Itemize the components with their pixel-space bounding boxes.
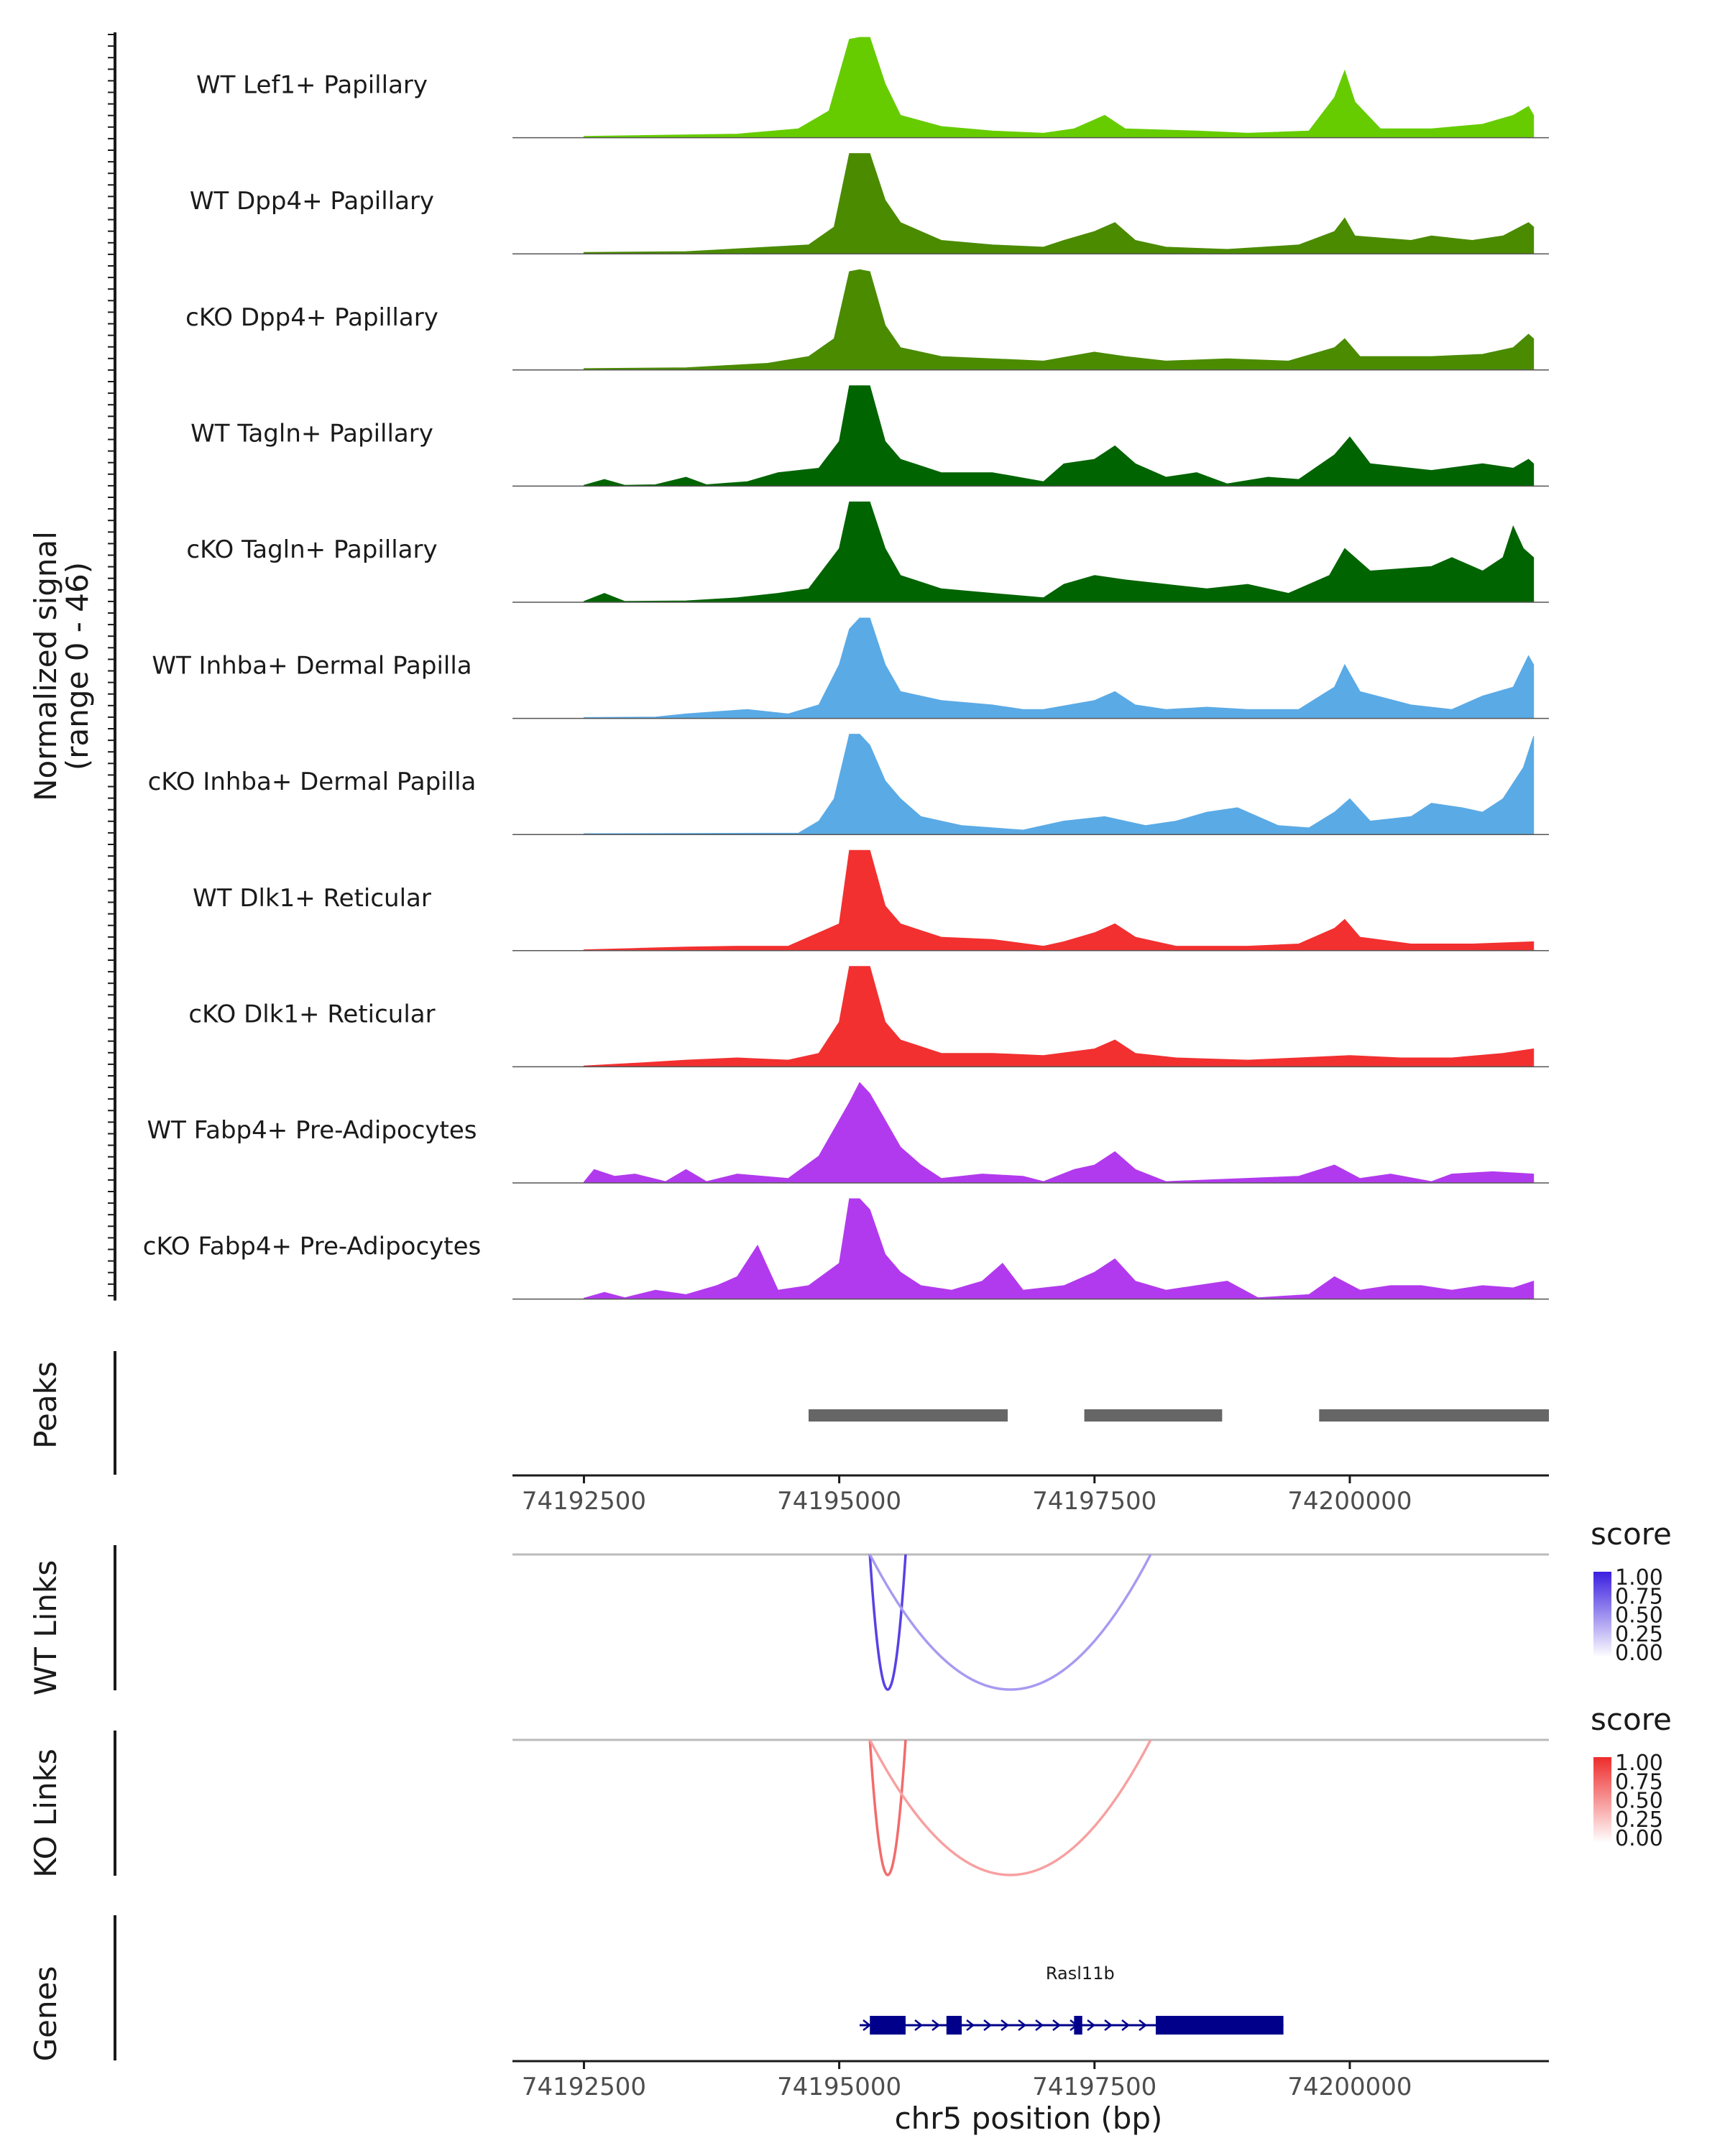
- peak-interval: [1319, 1409, 1549, 1422]
- ko-links-track-label: KO Links: [28, 1749, 63, 1878]
- peak-interval: [1084, 1409, 1223, 1422]
- gene-strand-chevron: [1087, 2019, 1096, 2031]
- x-axis-bottom-tick-label: 74200000: [1287, 2073, 1412, 2101]
- gene-strand-chevron: [1035, 2019, 1044, 2031]
- coverage-area: [583, 734, 1535, 835]
- x-axis-bottom-tick-label: 74197500: [1032, 2073, 1156, 2101]
- coverage-track-label: WT Fabp4+ Pre-Adipocytes: [147, 1116, 477, 1145]
- gene-strand-chevron: [1121, 2019, 1131, 2031]
- coverage-track-label: WT Inhba+ Dermal Papilla: [152, 652, 472, 681]
- legend-tick-label: 0.25: [1615, 1807, 1663, 1833]
- legend-tick-label: 0.25: [1615, 1622, 1663, 1647]
- coverage-track-label: cKO Inhba+ Dermal Papilla: [148, 768, 477, 796]
- score-legends: score1.000.750.500.250.00score1.000.750.…: [1591, 1516, 1672, 1851]
- gene-name-label: Rasl11b: [1046, 1963, 1115, 1984]
- legend-colorbar: [1593, 1757, 1611, 1843]
- legend-colorbar: [1593, 1572, 1611, 1657]
- x-axis-bottom-tick-label: 74195000: [777, 2073, 901, 2101]
- x-axis-top-tick-label: 74195000: [777, 1487, 901, 1516]
- link-arc: [868, 1739, 907, 1876]
- coverage-ylabel-line2: (range 0 - 46): [60, 562, 95, 770]
- gene-strand-chevron: [1138, 2019, 1148, 2031]
- x-axis-top: 74192500 74195000 74197500 74200000: [512, 1474, 1549, 1516]
- legend-tick-label: 0.50: [1615, 1789, 1663, 1814]
- legend-tick-label: 0.00: [1615, 1826, 1663, 1851]
- gene-strand-chevron: [932, 2019, 941, 2031]
- coverage-area: [583, 269, 1535, 371]
- coverage-track-label: cKO Dpp4+ Papillary: [185, 303, 438, 332]
- legend-tick-label: 0.75: [1615, 1769, 1663, 1795]
- x-axis-top-tick-label: 74197500: [1032, 1487, 1156, 1516]
- legend-tick-label: 0.50: [1615, 1603, 1663, 1628]
- coverage-track-label: WT Dlk1+ Reticular: [193, 884, 431, 913]
- gene-strand-chevron: [983, 2019, 993, 2031]
- coverage-track-label: cKO Tagln+ Papillary: [186, 535, 437, 564]
- genes-track-label: Genes: [28, 1966, 63, 2062]
- legend-tick-label: 0.75: [1615, 1584, 1663, 1609]
- gene-exon: [946, 2016, 962, 2035]
- gene-strand-chevron: [1104, 2019, 1113, 2031]
- coverage-area: [583, 1198, 1535, 1300]
- legend-tick-label: 1.00: [1615, 1565, 1663, 1590]
- genes-panel: Rasl11b: [114, 1915, 1284, 2060]
- x-axis-bottom: 74192500 74195000 74197500 74200000: [512, 2060, 1549, 2101]
- gene-strand-chevron: [862, 2019, 872, 2031]
- gene-strand-chevron: [914, 2019, 924, 2031]
- x-axis-top-tick-label: 74192500: [522, 1487, 646, 1516]
- x-axis-title: chr5 position (bp): [895, 2101, 1163, 2136]
- gene-strand-chevron: [966, 2019, 975, 2031]
- gene-exon: [870, 2016, 906, 2035]
- peaks-track-label: Peaks: [28, 1361, 63, 1449]
- coverage-track-label: WT Dpp4+ Papillary: [190, 187, 434, 216]
- gene-strand-chevron: [1018, 2019, 1027, 2031]
- coverage-area: [583, 37, 1535, 139]
- coverage-area: [583, 1082, 1535, 1184]
- link-arc: [868, 1739, 1152, 1876]
- x-axis-top-tick-label: 74200000: [1287, 1487, 1412, 1516]
- link-arc: [868, 1554, 1152, 1691]
- legend-title: score: [1591, 1516, 1672, 1552]
- coverage-track-label: cKO Dlk1+ Reticular: [188, 1000, 435, 1028]
- gene-exon: [1156, 2016, 1284, 2035]
- coverage-area: [583, 153, 1535, 254]
- coverage-ylabel-line1: Normalized signal: [28, 531, 63, 801]
- coverage-area: [583, 385, 1535, 487]
- coverage-track-label: WT Tagln+ Papillary: [190, 419, 433, 448]
- links-panel: [114, 1545, 1549, 1876]
- gene-strand-chevron: [1052, 2019, 1062, 2031]
- wt-links-track-label: WT Links: [28, 1560, 63, 1695]
- coverage-area: [583, 966, 1535, 1067]
- x-axis-bottom-tick-label: 74192500: [522, 2073, 646, 2101]
- peaks-panel: [114, 1351, 1549, 1475]
- legend-tick-label: 1.00: [1615, 1751, 1663, 1776]
- link-arc: [868, 1554, 907, 1691]
- coverage-track-label: cKO Fabp4+ Pre-Adipocytes: [143, 1233, 482, 1261]
- legend-title: score: [1591, 1702, 1672, 1737]
- coverage-area: [583, 617, 1535, 719]
- gene-exon: [1074, 2016, 1082, 2035]
- gene-strand-chevron: [1000, 2019, 1010, 2031]
- peak-interval: [809, 1409, 1008, 1422]
- coverage-area: [583, 849, 1535, 952]
- coverage-area: [583, 501, 1535, 603]
- coverage-panel: WT Lef1+ Papillary WT Dpp4+ Papillary cKO …: [108, 32, 1549, 1301]
- coverage-track-label: WT Lef1+ Papillary: [196, 71, 428, 100]
- legend-tick-label: 0.00: [1615, 1641, 1663, 1666]
